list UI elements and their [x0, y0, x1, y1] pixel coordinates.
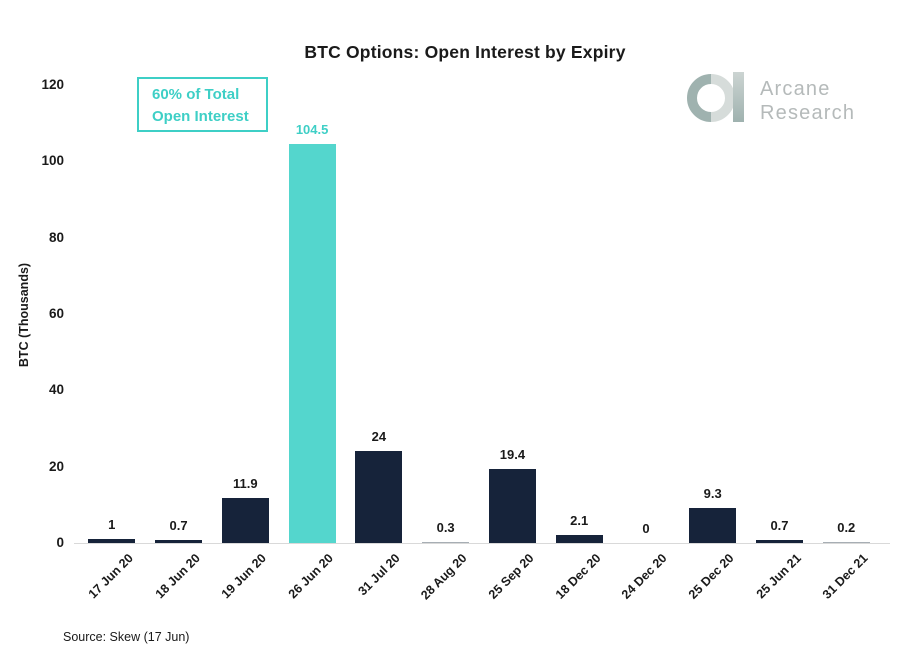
bar-value-label: 24 [371, 429, 387, 445]
bar-value-label: 104.5 [295, 122, 329, 138]
x-tick-label: 25 Sep 20 [485, 551, 537, 602]
bar-31-dec-21 [822, 542, 870, 543]
bar-value-label: 1 [108, 517, 116, 533]
bar-value-label: 0 [642, 521, 650, 536]
bar-25-sep-20 [488, 468, 536, 543]
bar-18-jun-20 [155, 540, 203, 543]
y-tick-label: 60 [48, 306, 64, 321]
bar-value-label: 11.9 [233, 475, 258, 491]
y-tick-label: 100 [41, 153, 64, 169]
annotation-line2: Open Interest [152, 108, 249, 125]
annotation-box: 60% of Total Open Interest [137, 77, 268, 132]
source-note: Source: Skew (17 Jun) [63, 630, 190, 644]
arcane-research-logo [687, 70, 749, 133]
arcane-logo-text: Arcane Research [760, 77, 855, 125]
x-tick-label: 18 Dec 20 [552, 551, 604, 602]
arcane-logo-text-line2: Research [760, 102, 856, 124]
x-axis-baseline [74, 543, 890, 544]
bar-28-aug-20 [422, 541, 470, 543]
x-tick-label: 26 Jun 20 [285, 551, 337, 602]
bar-value-label: 0.2 [837, 520, 856, 535]
arcane-logo-text-line1: Arcane [760, 78, 831, 100]
x-tick-label: 17 Jun 20 [85, 551, 136, 602]
y-tick-label: 120 [41, 77, 64, 92]
bar-25-dec-20 [689, 507, 737, 543]
y-tick-label: 80 [48, 229, 64, 245]
bar-26-jun-20 [288, 144, 336, 543]
bar-value-label: 2.1 [570, 512, 589, 528]
bar-value-label: 19.4 [499, 446, 526, 462]
annotation-line1: 60% of Total [152, 86, 240, 103]
x-tick-label: 24 Dec 20 [619, 551, 670, 602]
bar-31-jul-20 [355, 451, 403, 543]
x-tick-label: 18 Jun 20 [152, 551, 203, 602]
bar-17-jun-20 [88, 539, 136, 543]
bar-19-jun-20 [221, 497, 269, 543]
bar-18-dec-20 [555, 534, 603, 543]
x-tick-label: 31 Jul 20 [355, 551, 403, 599]
chart-title: BTC Options: Open Interest by Expiry [304, 42, 626, 62]
bar-value-label: 0.7 [169, 518, 188, 534]
y-tick-label: 20 [48, 458, 64, 474]
bar-25-jun-21 [756, 540, 803, 543]
x-tick-label: 25 Dec 20 [685, 551, 737, 602]
x-tick-label: 28 Aug 20 [418, 551, 470, 603]
x-tick-label: 25 Jun 21 [753, 551, 804, 602]
bar-value-label: 0.7 [770, 518, 789, 534]
arcane-logo-mark-icon [687, 72, 744, 122]
bar-value-label: 9.3 [703, 485, 722, 501]
x-tick-label: 19 Jun 20 [219, 551, 270, 602]
y-tick-label: 0 [56, 535, 64, 550]
y-tick-label: 40 [48, 382, 64, 398]
x-tick-label: 31 Dec 21 [819, 551, 871, 602]
bar-value-label: 0.3 [436, 519, 455, 535]
